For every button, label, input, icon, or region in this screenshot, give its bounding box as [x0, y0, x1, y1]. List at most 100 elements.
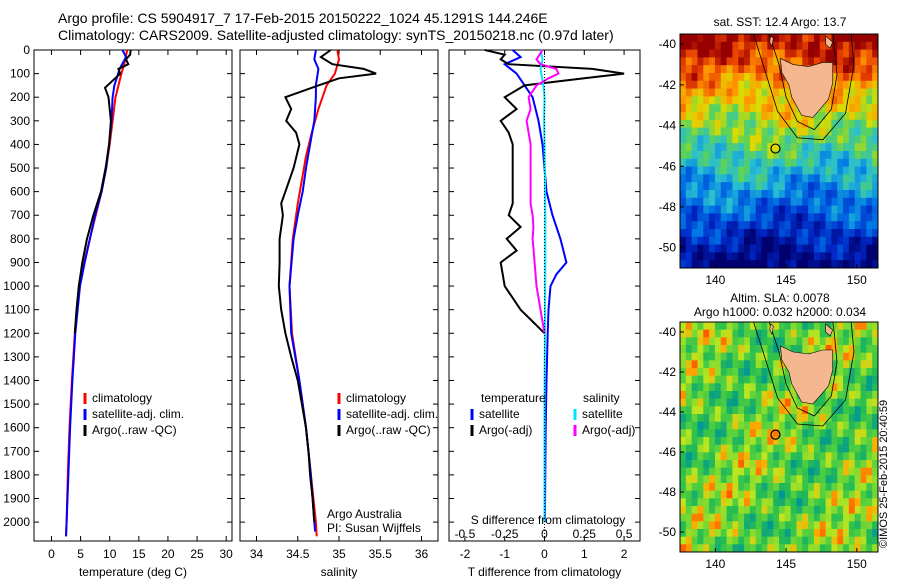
map-field — [680, 34, 878, 268]
y-tick-label: 2000 — [3, 515, 30, 529]
x-tick-label: 20 — [161, 547, 175, 561]
sla-map-subtitle: Argo h1000: 0.032 h2000: 0.034 — [693, 305, 867, 319]
legend-label: Argo(-adj) — [479, 423, 532, 437]
x-tick-label: -2 — [460, 547, 471, 561]
series-line-argo-raw-qc--2 — [73, 49, 132, 334]
legend-label: Argo(..raw -QC) — [346, 423, 431, 437]
legend-label: Argo(-adj) — [582, 423, 635, 437]
argo-float-marker — [770, 429, 781, 440]
map-x-tick-label: 140 — [705, 273, 725, 287]
map-x-tick-label: 145 — [776, 557, 796, 571]
y-tick-label: 1300 — [3, 350, 30, 364]
map-frame — [679, 321, 879, 553]
legend-label: satellite-adj. clim. — [346, 407, 438, 421]
map-x-tick-label: 145 — [776, 273, 796, 287]
profile-panel-temperature: 0 5 10 15 20 25 30 temperature (deg C) 0 100 200 30… — [3, 43, 233, 579]
map-y-tick-label: -42 — [659, 365, 677, 379]
climatology-title: Climatology: CARS2009. Satellite-adjuste… — [58, 27, 614, 43]
x-tick-label: 10 — [103, 547, 117, 561]
x-tick-label: 30 — [219, 547, 233, 561]
bathymetry-contour — [768, 34, 838, 131]
series-line-argo-adj--1 — [484, 49, 625, 335]
map-x-tick-label: 140 — [705, 557, 725, 571]
y-tick-label: 600 — [10, 185, 30, 199]
x-tick-label: 34 — [250, 547, 264, 561]
series-line-satellite-0 — [502, 49, 568, 523]
legend-label: Argo(..raw -QC) — [92, 423, 177, 437]
s-tick-label: -0.25 — [491, 527, 519, 541]
map-x-tick-label: 150 — [847, 557, 867, 571]
y-tick-label: 1200 — [3, 326, 30, 340]
legend-label: satellite-adj. clim. — [92, 407, 184, 421]
x-tick-label: 36 — [415, 547, 429, 561]
map-y-tick-label: -44 — [659, 405, 677, 419]
map-y-tick-label: -40 — [659, 37, 677, 51]
king-island — [769, 323, 774, 335]
y-tick-label: 1100 — [4, 303, 30, 317]
x-tick-label: 25 — [190, 547, 204, 561]
tasmania-land — [780, 57, 834, 118]
y-tick-label: 1000 — [3, 279, 30, 293]
y-tick-label: 1800 — [3, 468, 30, 482]
legend-label: satellite — [479, 407, 520, 421]
s-axis-label: S difference from climatology — [471, 513, 626, 527]
map-y-tick-label: -40 — [659, 325, 677, 339]
map-panel-sla: 140 145 150 -40 -42 -44 -46 -48 -50 — [659, 321, 879, 571]
y-tick-label: 1700 — [3, 444, 30, 458]
y-tick-label: 1400 — [3, 373, 30, 387]
series-line-satellite-adj-clim--1 — [65, 49, 128, 537]
legend-label: climatology — [92, 391, 152, 405]
tasmania-land — [780, 345, 834, 405]
y-tick-label: 0 — [23, 43, 30, 57]
bathymetry-contour-outer — [753, 34, 855, 141]
map-panel-sst: 140 145 150 -40 -42 -44 -46 -48 -50 — [659, 33, 879, 287]
flinders-island — [825, 323, 834, 337]
credit-line-1: Argo Australia — [327, 507, 402, 521]
x-tick-label: 34.5 — [286, 547, 310, 561]
x-tick-label: 15 — [132, 547, 146, 561]
y-tick-label: 500 — [10, 161, 30, 175]
legend-label: satellite — [582, 407, 623, 421]
argo-float-marker — [770, 143, 781, 154]
king-island — [769, 35, 774, 48]
y-tick-label: 300 — [10, 114, 30, 128]
sst-map-title: sat. SST: 12.4 Argo: 13.7 — [713, 15, 847, 29]
y-tick-label: 1600 — [3, 421, 30, 435]
plot-frame — [239, 49, 439, 542]
x-tick-label: 0 — [48, 547, 55, 561]
map-frame — [679, 33, 879, 269]
x-tick-label: 5 — [77, 547, 84, 561]
plot-frame — [33, 49, 233, 542]
map-y-tick-label: -48 — [659, 200, 677, 214]
profile-panel-salinity: 34 34.5 35 35.5 36 salinity climatology satelli… — [239, 49, 439, 579]
map-y-tick-label: -44 — [659, 119, 677, 133]
bathymetry-contour — [768, 322, 838, 417]
legend-header-salinity: salinity — [583, 391, 620, 405]
y-tick-label: 1900 — [3, 492, 30, 506]
x-tick-label: 0 — [541, 547, 548, 561]
x-axis-label: T difference from climatology — [468, 565, 622, 579]
map-y-tick-label: -48 — [659, 485, 677, 499]
series-line-argo-adj--3 — [525, 49, 560, 334]
x-tick-label: 2 — [621, 547, 628, 561]
y-tick-label: 900 — [10, 255, 30, 269]
x-axis-label: salinity — [321, 565, 358, 579]
profile-panel-difference: -2 -1 0 1 2 T difference from climatology -0.5… — [448, 49, 641, 579]
x-tick-label: 35.5 — [369, 547, 393, 561]
y-tick-label: 1500 — [3, 397, 30, 411]
credit-line-2: PI: Susan Wijffels — [327, 521, 421, 535]
map-y-tick-label: -50 — [659, 241, 677, 255]
s-tick-label: 0 — [541, 527, 548, 541]
map-y-tick-label: -42 — [659, 78, 677, 92]
x-axis-label: temperature (deg C) — [79, 565, 187, 579]
sla-map-title: Altim. SLA: 0.0078 — [730, 291, 830, 305]
map-x-tick-label: 150 — [847, 273, 867, 287]
map-y-tick-label: -50 — [659, 525, 677, 539]
series-line-argo-raw-qc--2 — [277, 49, 377, 523]
x-tick-label: -1 — [499, 547, 510, 561]
profile-title: Argo profile: CS 5904917_7 17-Feb-2015 2… — [58, 10, 548, 26]
x-tick-label: 35 — [332, 547, 346, 561]
y-tick-label: 400 — [10, 137, 30, 151]
y-tick-label: 700 — [10, 208, 30, 222]
